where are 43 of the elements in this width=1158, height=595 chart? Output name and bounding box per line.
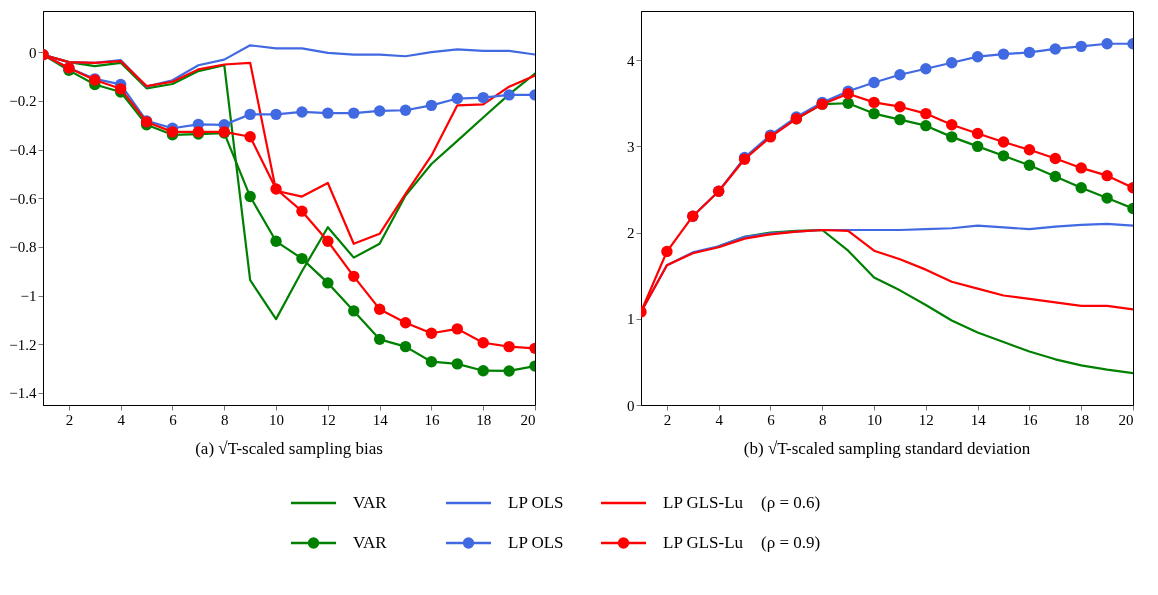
y-tick-label: 1	[627, 311, 635, 328]
x-tick-label: 2	[663, 411, 672, 428]
y-tick-label: −0.2	[9, 93, 37, 110]
x-tick-label: 14	[372, 411, 389, 428]
text: (ρ = 0.9)	[761, 533, 821, 552]
text: (a) √T-scaled sampling bias	[195, 439, 383, 458]
x-tick-label: 10	[269, 411, 285, 428]
legend-label: VAR	[353, 493, 388, 512]
legend-label: LP OLS	[508, 533, 564, 552]
x-tick-label: 20	[520, 411, 536, 428]
legend-label: LP GLS-Lu	[663, 533, 744, 552]
y-tick-label: 4	[627, 52, 635, 69]
x-tick-label: 12	[320, 411, 336, 428]
x-tick-label: 4	[117, 411, 126, 428]
x-tick-label: 18	[476, 411, 492, 428]
y-tick-label: 3	[627, 138, 635, 155]
y-tick-label: −1.2	[9, 336, 37, 353]
legend-label: LP GLS-Lu	[663, 493, 744, 512]
y-tick-label: −0.4	[9, 142, 37, 159]
x-tick-label: 6	[767, 411, 776, 428]
x-tick-label: 14	[970, 411, 987, 428]
y-tick-label: −1.4	[9, 385, 37, 402]
x-tick-label: 6	[169, 411, 178, 428]
x-tick-label: 10	[867, 411, 883, 428]
y-tick-label: 0	[627, 397, 635, 414]
y-tick-label: 2	[627, 225, 635, 242]
legend-label: LP OLS	[508, 493, 564, 512]
x-tick-label: 16	[1022, 411, 1038, 428]
text: (ρ = 0.6)	[761, 493, 821, 512]
text: (b) √T-scaled sampling standard deviation	[743, 439, 1031, 458]
legend-label: VAR	[353, 533, 388, 552]
x-tick-label: 8	[819, 411, 827, 428]
x-tick-label: 2	[65, 411, 74, 428]
x-tick-label: 4	[715, 411, 724, 428]
x-tick-label: 16	[424, 411, 440, 428]
x-tick-label: 20	[1118, 411, 1134, 428]
y-tick-label: −0.8	[9, 239, 37, 256]
x-tick-label: 12	[918, 411, 934, 428]
y-tick-label: −0.6	[9, 190, 37, 207]
y-tick-label: 0	[29, 44, 37, 61]
x-tick-label: 18	[1074, 411, 1090, 428]
y-tick-label: −1	[20, 288, 37, 305]
x-tick-label: 8	[221, 411, 229, 428]
